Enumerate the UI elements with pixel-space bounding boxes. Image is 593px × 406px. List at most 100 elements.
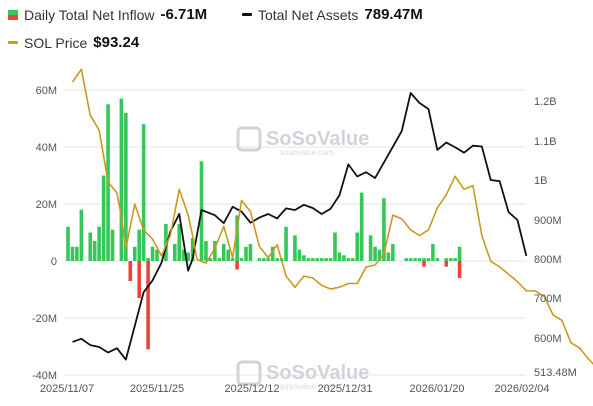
legend-inflow-value: -6.71M (160, 6, 208, 23)
inflow-bar (377, 249, 382, 261)
inflow-bar (453, 258, 457, 261)
inflow-bar (230, 258, 235, 261)
inflow-bar-negative (422, 261, 426, 267)
inflow-bar (262, 258, 266, 261)
inflow-bars (66, 98, 462, 350)
inflow-bar (306, 258, 311, 261)
x-axis-tick: 2025/12/31 (317, 383, 372, 395)
inflow-bar (266, 258, 271, 261)
watermark-text: SoSoValue (266, 128, 369, 150)
inflow-bar (422, 258, 426, 261)
watermark-subtext: sosovalue.com (280, 382, 334, 391)
inflow-bar (373, 246, 377, 261)
inflow-bar (359, 192, 364, 261)
inflow-bar (391, 243, 395, 261)
sol-price-line (71, 68, 593, 365)
inflow-bar (208, 258, 213, 261)
x-axis-tick: 2025/11/07 (40, 383, 94, 395)
inflow-bar (97, 226, 101, 261)
inflow-bar (355, 232, 360, 261)
inflow-bar (426, 258, 431, 261)
inflow-bar (150, 246, 155, 261)
inflow-bar (141, 124, 146, 261)
left-axis-tick: -20M (32, 313, 57, 325)
inflow-bar (284, 226, 288, 261)
inflow-bar (217, 258, 222, 261)
inflow-bar (155, 249, 159, 261)
axis-labels: 60M 40M 20M 0 -20M -40M 1.2B 1.1B 1B 900M 800M 700M… (32, 85, 577, 395)
inflow-bar (324, 258, 328, 261)
inflow-bar-negative (128, 261, 133, 281)
inflow-bar (221, 243, 226, 261)
chart-lines (71, 68, 593, 365)
inflow-bar (132, 246, 137, 261)
x-axis-tick: 2026/02/04 (494, 383, 549, 395)
inflow-bar (368, 235, 373, 261)
inflow-bar (213, 241, 217, 261)
inflow-bar (244, 246, 248, 261)
inflow-bar (226, 249, 230, 261)
inflow-bar (435, 258, 440, 261)
inflow-bar-negative (146, 261, 150, 350)
inflow-bar (431, 243, 435, 261)
inflow-bar (270, 246, 275, 261)
legend-net-assets[interactable]: Total Net Assets 789.47M (242, 6, 423, 23)
inflow-bar (101, 175, 106, 261)
inflow-bar (444, 258, 449, 261)
right-axis-tick: 900M (534, 215, 562, 227)
legend-net-assets-label: Total Net Assets (258, 6, 359, 23)
legend-sol-price[interactable]: SOL Price $93.24 (8, 34, 139, 51)
gold-line-icon (8, 41, 18, 44)
watermark-text: SoSoValue (266, 362, 369, 384)
inflow-bar-negative (444, 261, 449, 267)
inflow-bar (346, 258, 351, 261)
right-axis-tick: 800M (534, 254, 562, 266)
left-axis-tick: 40M (36, 142, 57, 154)
inflow-bar (88, 232, 93, 261)
inflow-bar (146, 258, 150, 261)
inflow-bar (337, 252, 342, 261)
inflow-bar (137, 229, 141, 261)
x-axis-tick: 2026/01/20 (409, 383, 464, 395)
inflow-bar (302, 255, 306, 261)
watermark: SoSoValuesosovalue.comSoSoValuesosovalue… (236, 126, 369, 391)
left-axis-tick: 0 (51, 256, 57, 268)
inflow-bar (310, 258, 315, 261)
legend-sol-price-label: SOL Price (24, 34, 88, 51)
legend-inflow-label: Daily Total Net Inflow (24, 6, 155, 23)
inflow-bar (417, 258, 422, 261)
inflow-bar (408, 258, 413, 261)
legend-net-assets-value: 789.47M (364, 6, 423, 23)
inflow-bar (75, 246, 79, 261)
inflow-bar (257, 258, 262, 261)
inflow-bar (177, 223, 182, 261)
inflow-bar (319, 258, 324, 261)
inflow-bar (404, 258, 408, 261)
inflow-bar (386, 252, 391, 261)
inflow-bar (293, 235, 297, 261)
x-axis-tick: 2025/11/25 (130, 383, 184, 395)
inflow-bar-negative (137, 261, 141, 299)
legend-inflow[interactable]: Daily Total Net Inflow -6.71M (8, 6, 207, 23)
right-axis-tick: 600M (534, 333, 562, 345)
right-axis-tick: 700M (534, 293, 562, 305)
watermark-subtext: sosovalue.com (280, 148, 334, 157)
inflow-bar-negative (457, 261, 462, 279)
inflow-bar (204, 241, 208, 261)
left-axis-tick: -40M (32, 370, 57, 382)
right-axis-tick: 1.1B (534, 136, 557, 148)
inflow-bar (315, 258, 319, 261)
inflow-bar (181, 249, 186, 261)
inflow-bar (66, 226, 70, 261)
inflow-bar (382, 198, 386, 261)
x-axis-tick: 2025/12/12 (224, 383, 279, 395)
watermark-logo-icon (236, 360, 262, 386)
inflow-bar (79, 209, 84, 261)
inflow-bar (448, 258, 453, 261)
black-line-icon (242, 13, 252, 16)
inflow-bar (164, 223, 168, 261)
inflow-bar (92, 241, 97, 261)
chart-legend: Daily Total Net Inflow -6.71M Total Net … (0, 0, 593, 60)
inflow-bar (413, 258, 417, 261)
inflow-bar-negative (235, 261, 239, 270)
